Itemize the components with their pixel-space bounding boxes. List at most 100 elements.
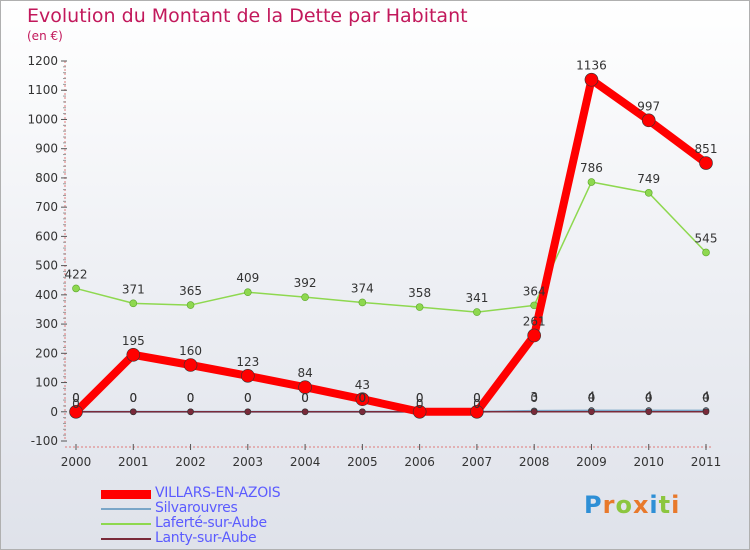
data-label: 374 [351,281,374,295]
y-tick-label: 100 [35,376,58,390]
series-point-2 [129,299,138,308]
series-point-3 [187,408,194,416]
series-line-2 [75,181,707,313]
series-point-3 [301,408,309,416]
data-label: 0 [473,391,481,405]
data-label: 0 [72,397,80,411]
x-tick-label: 2010 [633,455,664,469]
series-line-0 [73,75,709,416]
data-label: 1136 [576,59,607,73]
data-label: 409 [236,271,259,285]
data-label: 0 [416,391,424,405]
chart-title: Evolution du Montant de la Dette par Hab… [27,5,468,27]
data-label: 364 [523,284,546,298]
series-point-3 [129,408,137,416]
y-tick-label: 1000 [27,112,58,126]
logo-letter: i [649,491,659,519]
series-point-3 [702,408,710,416]
series-point-0 [412,404,427,419]
data-label: 0 [473,397,481,411]
y-tick-label: 500 [35,259,58,273]
y-tick-label: 200 [35,346,58,360]
legend-swatch [101,508,151,510]
data-label: 160 [179,344,202,358]
series-point-2 [186,301,195,309]
y-tick-label: -100 [31,434,58,448]
proxiti-logo: Proxiti [584,491,680,519]
data-label: 358 [408,286,431,300]
series-point-0 [470,404,484,419]
legend-label: VILLARS-EN-AZOIS [155,485,281,501]
x-tick-label: 2004 [290,455,321,469]
series-point-3 [645,408,653,416]
series-point-3 [244,408,252,416]
series-point-0 [699,156,713,170]
data-label: 84 [297,366,312,380]
data-label: 123 [236,355,259,369]
data-label: 3 [530,390,538,404]
data-label: 0 [301,391,309,405]
series-point-0 [298,380,312,395]
data-label: 371 [122,282,145,296]
data-label: 365 [179,284,202,298]
data-label: 0 [129,391,137,405]
data-label: 545 [695,231,718,245]
series-point-2 [358,298,367,307]
x-tick-label: 2000 [61,455,92,469]
series-point-2 [644,189,653,197]
logo-letter: t [658,491,672,519]
legend-swatch [101,489,151,499]
data-label: 0 [301,391,309,405]
series-point-0 [527,328,541,343]
logo-letter: o [615,491,633,519]
data-label: 0 [416,397,424,411]
series-point-0 [126,347,141,362]
data-label: 0 [244,391,252,405]
legend-label: Silvarouvres [155,500,238,516]
legend-swatch [101,523,151,525]
x-tick-label: 2007 [462,455,493,469]
y-tick-label: 300 [35,317,58,331]
data-label: 0 [473,391,481,405]
series-point-0 [584,72,599,87]
data-label: 0 [530,391,538,405]
data-label: 0 [359,391,367,405]
series-point-2 [587,178,596,186]
y-tick-label: 1100 [27,83,58,97]
data-label: 0 [129,391,137,405]
data-label: 0 [244,391,252,405]
data-label: 0 [645,391,653,405]
data-label: 997 [637,99,660,113]
logo-letter: i [671,491,681,519]
data-label: 195 [122,334,145,348]
x-tick-label: 2005 [347,455,378,469]
y-tick-label: 0 [50,405,58,419]
series-point-2 [301,293,309,301]
data-label: 4 [702,390,710,404]
series-point-2 [72,284,80,293]
series-point-0 [69,404,83,419]
data-label: 851 [695,142,718,156]
data-label: 43 [355,378,370,392]
series-point-3 [359,408,366,416]
logo-letter: x [632,491,650,519]
legend-swatch [101,538,151,540]
x-tick-label: 2003 [233,455,264,469]
data-label: 341 [465,291,488,305]
data-label: 0 [359,391,367,405]
x-tick-label: 2008 [519,455,550,469]
y-tick-label: 900 [35,142,58,156]
series-point-2 [415,303,424,311]
y-tick-label: 700 [35,200,58,214]
chart-unit-label: (en €) [27,29,63,43]
x-tick-label: 2006 [404,455,435,469]
series-point-0 [183,358,198,372]
x-tick-label: 2002 [175,455,206,469]
logo-letter: r [602,491,616,519]
data-label: 0 [72,391,80,405]
data-label: 0 [702,391,710,405]
x-tick-label: 2001 [118,455,149,469]
series-point-3 [588,408,595,416]
x-tick-label: 2011 [691,455,722,469]
